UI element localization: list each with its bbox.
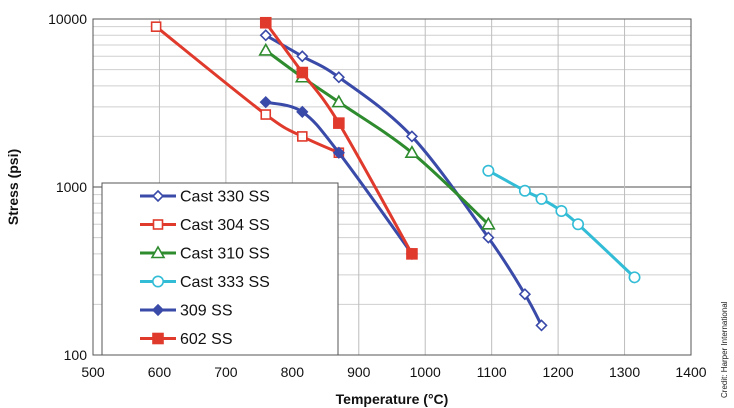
y-axis-label: Stress (psi) [5,149,21,225]
data-point-cast-330-ss [535,319,548,332]
legend-box [101,182,339,356]
data-point-cast-304-ss [150,21,162,32]
data-point-309-ss [332,146,345,159]
x-axis-label: Temperature (°C) [336,391,449,407]
x-tick-label: 1100 [477,364,507,380]
legend-marker [152,332,164,345]
y-tick-label: 10000 [48,11,87,27]
data-point-602-ss [296,66,309,79]
y-tick-label: 100 [64,347,88,363]
data-point-602-ss [259,16,272,29]
series-cast-333-ss [482,164,641,284]
legend-label: Cast 310 SS [180,246,270,263]
x-tick-label: 1400 [675,364,706,380]
legend-marker [152,275,165,288]
data-point-cast-333-ss [555,204,568,217]
data-point-cast-333-ss [572,218,585,231]
data-point-cast-310-ss [404,145,420,159]
x-tick-label: 1300 [609,364,640,380]
data-point-309-ss [259,96,272,109]
data-point-cast-333-ss [628,271,641,284]
data-point-cast-310-ss [331,94,347,108]
series-cast-330-ss [259,29,548,332]
legend-label: Cast 304 SS [180,217,270,234]
x-tick-label: 1200 [543,364,574,380]
series-lines [150,16,641,332]
legend-item-cast-333-ss: Cast 333 SS [140,274,270,291]
data-point-cast-330-ss [259,29,272,42]
data-point-cast-304-ss [260,109,272,120]
series-line-309-ss [264,100,414,256]
series-602-ss [259,16,418,260]
series-cast-310-ss [258,42,496,230]
data-point-cast-330-ss [518,288,532,301]
x-tick-label: 1000 [410,364,441,380]
plot-area [92,18,692,356]
data-point-cast-310-ss [480,216,496,230]
legend-label: 309 SS [180,303,232,320]
data-point-cast-304-ss [296,131,308,142]
x-tick-label: 800 [281,364,305,380]
legend-item-cast-310-ss: Cast 310 SS [140,245,270,263]
legend-label: Cast 330 SS [180,189,270,206]
legend-marker [152,219,164,230]
y-tick-label: 1000 [56,179,87,195]
legend-marker [150,245,166,259]
data-point-cast-333-ss [535,192,548,205]
series-line-602-ss [264,21,414,256]
credit-text: Credit: Harper International [720,301,729,398]
series-line-cast-304-ss [154,25,341,155]
data-point-cast-330-ss [482,231,495,244]
data-point-cast-333-ss [518,184,531,197]
legend-item-309-ss: 309 SS [140,303,232,320]
data-point-602-ss [333,117,345,129]
series-line-cast-310-ss [264,48,490,226]
data-point-cast-310-ss [258,42,274,56]
legend-label: 602 SS [180,331,232,348]
x-tick-label: 900 [347,364,371,380]
legend-item-cast-330-ss: Cast 330 SS [140,189,270,206]
legend: Cast 330 SS Cast 304 SS Cast 310 SS Cast 33… [101,182,339,356]
x-tick-label: 600 [148,364,172,380]
tick-labels: 500 600 700 800 900 1000 1100 1200 1300 1400 100 10… [48,11,707,380]
data-point-cast-333-ss [482,164,495,177]
legend-marker [151,303,165,317]
data-point-cast-330-ss [332,71,345,84]
data-point-602-ss [406,248,418,260]
data-point-cast-330-ss [405,130,419,143]
x-tick-label: 500 [81,364,105,380]
data-point-cast-330-ss [296,50,309,63]
legend-label: Cast 333 SS [180,274,270,291]
data-point-309-ss [296,105,309,119]
legend-item-602-ss: 602 SS [140,331,232,348]
legend-item-cast-304-ss: Cast 304 SS [140,217,270,234]
x-tick-label: 700 [214,364,238,380]
legend-marker [151,189,165,203]
